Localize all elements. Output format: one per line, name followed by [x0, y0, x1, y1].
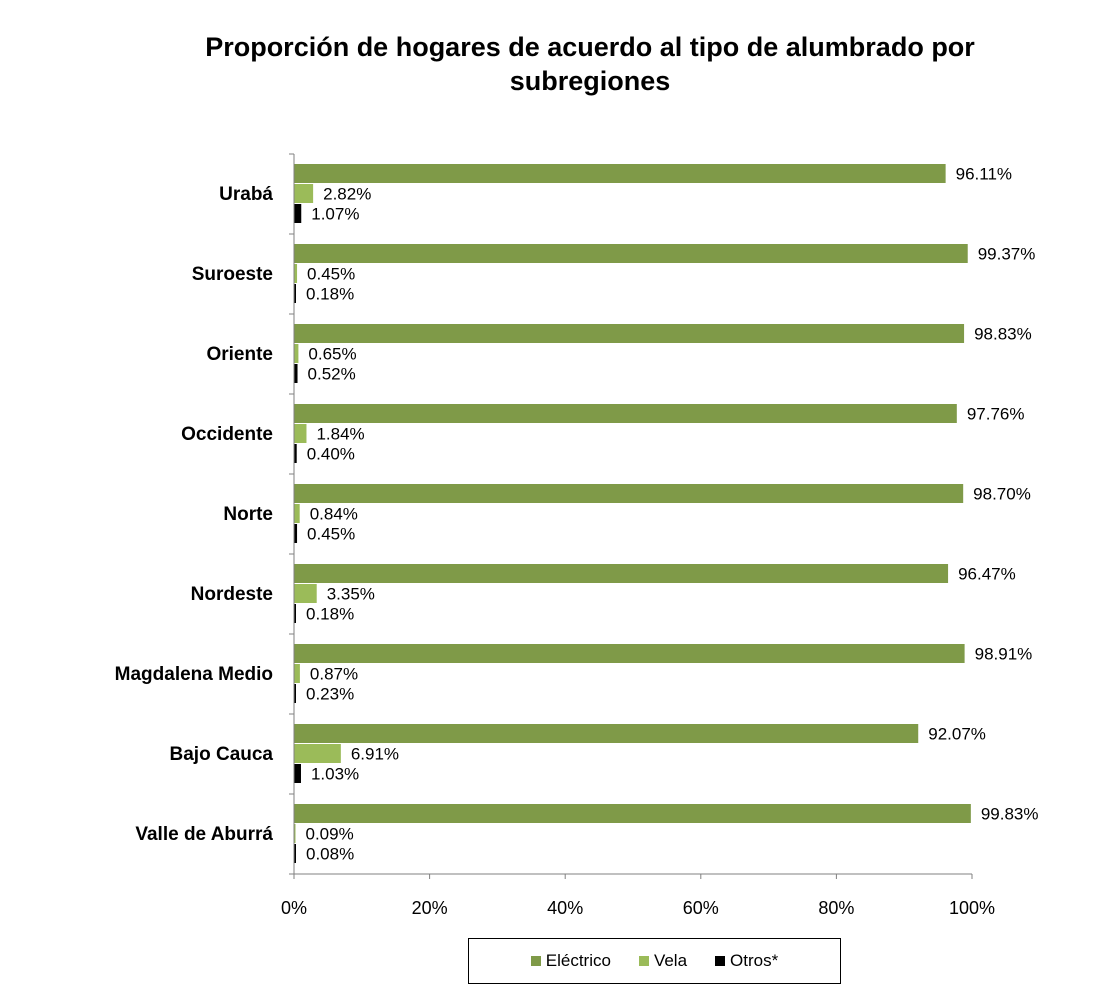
- bar-valle-de-aburra-electrico: [294, 804, 971, 823]
- bar-nordeste-otros: [294, 604, 296, 623]
- category-label-valle-de-aburra: Valle de Aburrá: [135, 824, 273, 845]
- data-label-occidente-otros: 0.40%: [307, 445, 355, 464]
- bar-uraba-vela: [294, 184, 314, 203]
- data-label-occidente-electrico: 97.76%: [967, 405, 1025, 424]
- data-label-norte-electrico: 98.70%: [973, 485, 1031, 504]
- bar-suroeste-otros: [294, 284, 296, 303]
- bar-uraba-otros: [294, 204, 302, 223]
- bar-uraba-electrico: [294, 164, 946, 183]
- category-label-nordeste: Nordeste: [191, 584, 273, 605]
- bar-occidente-otros: [294, 444, 297, 463]
- data-label-norte-vela: 0.84%: [310, 505, 358, 524]
- bar-suroeste-electrico: [294, 244, 968, 263]
- data-label-uraba-otros: 1.07%: [311, 205, 359, 224]
- category-label-norte: Norte: [223, 504, 273, 525]
- bar-magdalena-medio-otros: [294, 684, 296, 703]
- bar-occidente-vela: [294, 424, 307, 443]
- legend-swatch-vela: [638, 956, 649, 966]
- bar-magdalena-medio-vela: [294, 664, 300, 683]
- data-label-oriente-electrico: 98.83%: [974, 325, 1032, 344]
- data-label-bajo-cauca-vela: 6.91%: [351, 745, 399, 764]
- x-tick-label: 40%: [547, 898, 583, 918]
- legend-label-electrico: Eléctrico: [545, 951, 611, 970]
- x-tick-label: 80%: [818, 898, 854, 918]
- data-label-valle-de-aburra-otros: 0.08%: [306, 845, 354, 864]
- legend-label-vela: Vela: [653, 951, 688, 970]
- category-label-uraba: Urabá: [219, 184, 273, 205]
- data-label-suroeste-electrico: 99.37%: [978, 245, 1036, 264]
- x-tick-label: 0%: [281, 898, 307, 918]
- x-tick-label: 20%: [412, 898, 448, 918]
- bar-bajo-cauca-otros: [294, 764, 301, 783]
- legend-label-otros: Otros*: [730, 951, 779, 970]
- legend-swatch-otros: [715, 956, 726, 966]
- bar-norte-electrico: [294, 484, 964, 503]
- bar-nordeste-electrico: [294, 564, 949, 583]
- data-label-bajo-cauca-electrico: 92.07%: [928, 725, 986, 744]
- data-label-nordeste-vela: 3.35%: [327, 585, 375, 604]
- bar-occidente-electrico: [294, 404, 957, 423]
- data-label-uraba-electrico: 96.11%: [956, 165, 1012, 184]
- data-label-magdalena-medio-electrico: 98.91%: [975, 645, 1033, 664]
- bar-nordeste-vela: [294, 584, 317, 603]
- data-label-suroeste-vela: 0.45%: [307, 265, 355, 284]
- data-label-magdalena-medio-vela: 0.87%: [310, 665, 358, 684]
- x-tick-label: 60%: [683, 898, 719, 918]
- data-label-norte-otros: 0.45%: [307, 525, 355, 544]
- data-label-occidente-vela: 1.84%: [316, 425, 364, 444]
- data-label-suroeste-otros: 0.18%: [306, 285, 354, 304]
- data-label-nordeste-otros: 0.18%: [306, 605, 354, 624]
- x-tick-label: 100%: [949, 898, 995, 918]
- bar-oriente-otros: [294, 364, 298, 383]
- bar-oriente-vela: [294, 344, 299, 363]
- legend-swatch-electrico: [530, 956, 541, 966]
- data-label-bajo-cauca-otros: 1.03%: [311, 765, 359, 784]
- bar-bajo-cauca-vela: [294, 744, 341, 763]
- bar-norte-vela: [294, 504, 300, 523]
- data-label-nordeste-electrico: 96.47%: [958, 565, 1016, 584]
- data-label-valle-de-aburra-vela: 0.09%: [306, 825, 354, 844]
- category-label-magdalena-medio: Magdalena Medio: [115, 664, 273, 685]
- bar-suroeste-vela: [294, 264, 298, 283]
- category-label-bajo-cauca: Bajo Cauca: [170, 744, 274, 765]
- data-label-valle-de-aburra-electrico: 99.83%: [981, 805, 1039, 824]
- bar-magdalena-medio-electrico: [294, 644, 965, 663]
- category-label-oriente: Oriente: [206, 344, 273, 365]
- data-label-oriente-vela: 0.65%: [308, 345, 356, 364]
- bar-valle-de-aburra-otros: [294, 844, 296, 863]
- legend-item-otros: Otros*: [715, 951, 778, 971]
- category-label-occidente: Occidente: [181, 424, 273, 445]
- bar-norte-otros: [294, 524, 298, 543]
- bar-bajo-cauca-electrico: [294, 724, 919, 743]
- legend-item-electrico: Eléctrico: [530, 951, 611, 971]
- data-label-magdalena-medio-otros: 0.23%: [306, 685, 354, 704]
- bar-valle-de-aburra-vela: [294, 824, 296, 843]
- chart-title: Proporción de hogares de acuerdo al tipo…: [205, 32, 975, 96]
- data-label-uraba-vela: 2.82%: [323, 185, 371, 204]
- data-label-oriente-otros: 0.52%: [308, 365, 356, 384]
- legend-item-vela: Vela: [638, 951, 688, 971]
- legend: Eléctrico Vela Otros*: [468, 938, 841, 984]
- bar-oriente-electrico: [294, 324, 965, 343]
- category-label-suroeste: Suroeste: [192, 264, 273, 285]
